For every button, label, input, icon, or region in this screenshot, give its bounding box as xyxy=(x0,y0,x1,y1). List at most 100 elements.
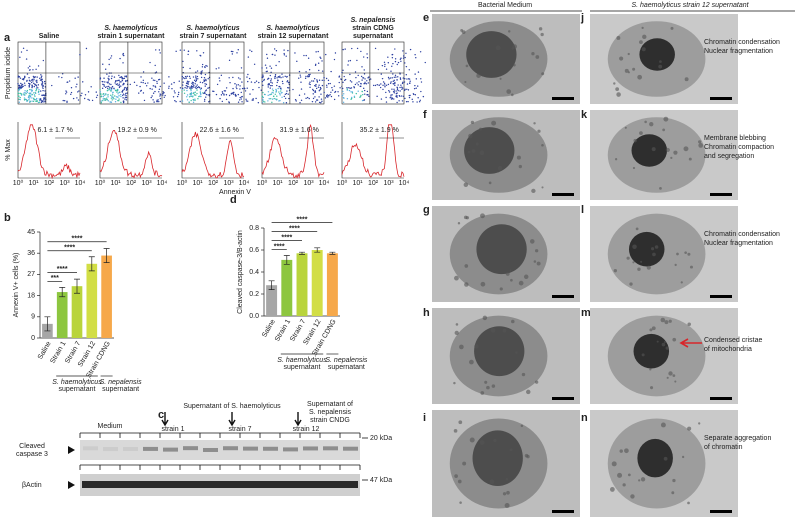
scatter-dot xyxy=(108,88,111,90)
scatter-dot xyxy=(364,78,366,80)
scatter-dot xyxy=(363,73,366,75)
scatter-dot xyxy=(312,80,315,82)
scatter-dot xyxy=(87,91,90,93)
scatter-dot xyxy=(411,98,413,101)
scatter-dot xyxy=(188,101,190,104)
scatter-dot xyxy=(353,96,356,99)
scatter-dot xyxy=(225,87,228,89)
granule xyxy=(457,479,462,484)
scatter-dot xyxy=(190,89,192,92)
granule xyxy=(614,158,618,161)
granule xyxy=(640,260,643,263)
scatter-dot xyxy=(288,81,290,84)
scatter-dot xyxy=(199,88,202,91)
scatter-dot xyxy=(420,81,423,83)
scatter-dot xyxy=(191,81,194,84)
scatter-dot xyxy=(108,63,110,66)
band xyxy=(123,446,138,451)
annotation-arrow xyxy=(679,338,702,348)
scatter-dot xyxy=(44,90,46,92)
scatter-dot xyxy=(168,87,170,89)
scatter-dot xyxy=(99,78,101,80)
scatter-dot xyxy=(158,78,161,81)
scatter-dot xyxy=(192,101,195,103)
scatter-dot xyxy=(284,75,286,78)
scatter-dot xyxy=(195,75,197,77)
scatter-dot xyxy=(194,98,196,100)
granule xyxy=(609,487,615,492)
scatter-dot xyxy=(401,88,403,90)
significance: **** xyxy=(64,245,75,252)
scatter-dot xyxy=(406,88,408,91)
flow-tick: 10¹ xyxy=(110,180,121,187)
granule xyxy=(650,386,654,390)
flow-title: S. nepalensis xyxy=(351,17,396,24)
scatter-dot xyxy=(116,83,119,85)
scatter-dot xyxy=(100,100,103,102)
scale-bar xyxy=(552,97,574,100)
scatter-dot xyxy=(238,99,241,101)
scatter-dot xyxy=(186,89,188,92)
scatter-dot xyxy=(34,91,37,94)
scatter-dot xyxy=(204,98,206,101)
granule xyxy=(511,93,514,97)
scale-bar xyxy=(552,193,574,196)
scatter-dot xyxy=(382,81,385,83)
scatter-dot xyxy=(35,89,37,92)
granule xyxy=(629,282,633,286)
granule xyxy=(471,149,476,153)
scatter-dot xyxy=(319,89,321,91)
panel-label: b xyxy=(4,212,11,224)
scatter-dot xyxy=(124,94,126,96)
scatter-dot xyxy=(299,74,301,76)
granule xyxy=(619,56,624,61)
scatter-dot xyxy=(420,78,422,80)
scatter-dot xyxy=(312,89,315,92)
scatter-dot xyxy=(102,95,105,98)
scatter-dot xyxy=(106,81,108,83)
granule xyxy=(638,479,641,482)
scatter-dot xyxy=(203,77,206,79)
band xyxy=(103,447,118,452)
granule xyxy=(457,222,461,225)
scatter-dot xyxy=(401,100,404,102)
group-label: S. nepalensis xyxy=(100,379,143,386)
scatter-dot xyxy=(415,56,417,59)
scatter-dot xyxy=(76,97,78,99)
scatter-dot xyxy=(192,95,194,97)
scatter-dot xyxy=(19,77,22,79)
granule xyxy=(479,127,482,131)
granule xyxy=(673,150,678,155)
scatter-dot xyxy=(203,79,205,81)
scatter-dot xyxy=(406,78,408,80)
scatter-dot xyxy=(199,92,202,95)
scatter-dot xyxy=(184,87,186,89)
scatter-dot xyxy=(240,67,243,69)
scatter-dot xyxy=(196,92,198,95)
scatter-dot xyxy=(342,81,344,84)
scatter-dot xyxy=(205,64,207,67)
scatter-dot xyxy=(402,81,404,84)
scatter-dot xyxy=(17,95,19,98)
scatter-dot xyxy=(61,76,63,79)
band-label: βActin xyxy=(22,482,42,489)
scatter-dot xyxy=(113,98,115,100)
scatter-dot xyxy=(337,91,339,93)
granule xyxy=(504,502,510,508)
scatter-dot xyxy=(42,89,44,92)
scatter-dot xyxy=(342,69,344,71)
scatter-dot xyxy=(164,94,166,97)
granule xyxy=(455,323,459,326)
scatter-dot xyxy=(360,94,362,97)
scatter-dot xyxy=(353,95,356,98)
granule xyxy=(633,138,637,143)
scatter-dot xyxy=(99,88,101,91)
scatter-dot xyxy=(416,101,418,103)
histogram xyxy=(181,131,245,179)
scatter-dot xyxy=(26,80,28,82)
scatter-dot xyxy=(357,84,359,86)
scatter-dot xyxy=(77,91,79,93)
bar xyxy=(86,263,98,338)
scatter-dot xyxy=(326,86,328,88)
scatter-dot xyxy=(122,93,125,95)
